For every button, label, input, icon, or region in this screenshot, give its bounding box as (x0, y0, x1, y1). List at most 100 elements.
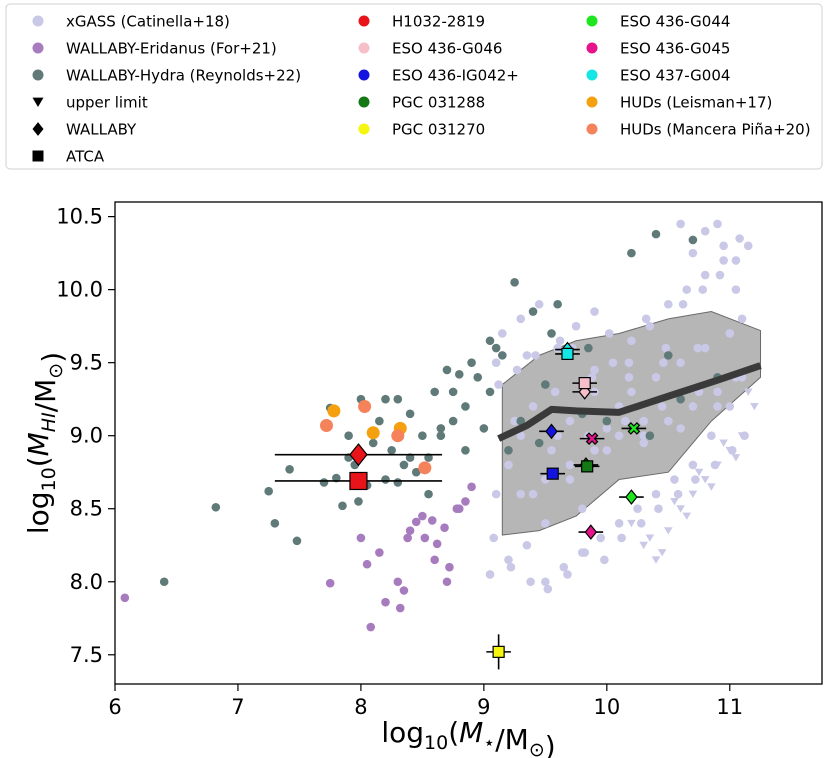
data-point (375, 548, 384, 557)
data-point (602, 424, 612, 433)
data-point (571, 321, 581, 331)
legend-marker (358, 15, 370, 27)
data-point (719, 256, 728, 265)
data-point (418, 511, 427, 521)
data-point (516, 489, 526, 499)
data-point (473, 372, 483, 382)
data-point (735, 234, 744, 243)
data-point (688, 490, 698, 498)
legend-marker (586, 69, 598, 81)
galaxy-marker (546, 467, 559, 480)
galaxy-eso-436-g044-wallaby- (619, 489, 644, 505)
data-point (442, 365, 452, 375)
data-point (528, 402, 538, 411)
legend-label: WALLABY-Eridanus (For+21) (66, 40, 277, 58)
legend-label: ESO 436-IG042+ (392, 67, 519, 85)
legend-label: upper limit (66, 94, 148, 112)
data-point (395, 603, 405, 613)
data-point (617, 533, 626, 543)
data-point (639, 438, 649, 448)
data-point (479, 424, 489, 433)
series-wallaby-eridanus-for-21- (120, 482, 476, 632)
data-point (403, 533, 412, 543)
data-point (719, 241, 728, 251)
data-point (664, 299, 673, 309)
data-point (651, 372, 661, 382)
data-point (676, 219, 685, 229)
galaxy-h1032-2819-atca- (274, 471, 443, 491)
legend: xGASS (Catinella+18) WALLABY-Eridanus (Fo… (5, 3, 823, 170)
data-point (602, 446, 612, 455)
data-point (590, 365, 599, 375)
data-point (633, 504, 642, 514)
data-point (743, 241, 753, 251)
galaxy-marker (492, 645, 505, 658)
data-point (461, 446, 470, 455)
legend-box (5, 3, 823, 170)
data-point (614, 519, 624, 528)
data-point (381, 394, 390, 404)
data-point (590, 446, 599, 455)
legend-marker (586, 96, 598, 108)
data-point (531, 351, 540, 360)
data-point (596, 533, 605, 543)
data-point (641, 314, 651, 324)
data-point (731, 256, 741, 265)
galaxy-eso-436-g044-atca- (621, 422, 647, 435)
data-point (731, 454, 741, 462)
data-point (432, 539, 442, 549)
axes: 6 7 8 9 10 11 7.5 8.0 8.5 9.0 9.5 10.0 10.5 log10(M⋆/… (22, 205, 743, 758)
data-point (713, 402, 722, 411)
data-point (624, 372, 634, 382)
data-point (325, 578, 335, 588)
galaxy-h1032-2819-wallaby- (274, 443, 443, 467)
data-point (750, 403, 759, 411)
data-point (424, 489, 433, 499)
data-point (522, 540, 532, 550)
x-tick-label: 6 (108, 695, 121, 719)
legend-label: HUDs (Leisman+17) (620, 94, 772, 112)
data-point (467, 358, 476, 367)
data-point (504, 446, 513, 455)
data-point (541, 577, 550, 587)
data-point (264, 486, 273, 496)
data-point (688, 402, 698, 411)
data-point (602, 416, 612, 426)
data-point (651, 556, 661, 564)
data-point (516, 416, 526, 426)
legend-marker (586, 123, 598, 135)
data-point (627, 248, 636, 258)
data-point (454, 504, 464, 514)
data-point (694, 468, 704, 477)
data-point (608, 358, 618, 367)
data-point (719, 439, 728, 447)
data-point (504, 555, 513, 565)
x-tick-label: 9 (477, 695, 490, 719)
data-point (639, 541, 649, 550)
data-point (448, 416, 458, 426)
data-point (541, 519, 550, 528)
galaxy-marker (584, 524, 598, 540)
data-point (393, 577, 403, 587)
legend-marker (358, 123, 370, 135)
data-point (461, 497, 470, 506)
y-axis-label: log10(MHI/M⊙) (22, 352, 69, 534)
data-point (461, 402, 470, 411)
data-point (659, 358, 668, 367)
data-point (338, 501, 347, 511)
x-tick-label: 8 (354, 695, 367, 719)
data-point (516, 314, 526, 324)
data-point (743, 388, 753, 396)
data-point (512, 365, 522, 375)
data-point (528, 489, 538, 499)
data-point (368, 438, 378, 448)
data-point (442, 577, 452, 587)
data-point (510, 278, 519, 287)
y-tick-label: 7.5 (70, 643, 103, 667)
data-point (604, 329, 614, 338)
data-point (327, 404, 341, 418)
data-point (676, 424, 685, 433)
data-point (550, 387, 560, 397)
data-point (627, 387, 636, 397)
data-point (211, 502, 221, 512)
